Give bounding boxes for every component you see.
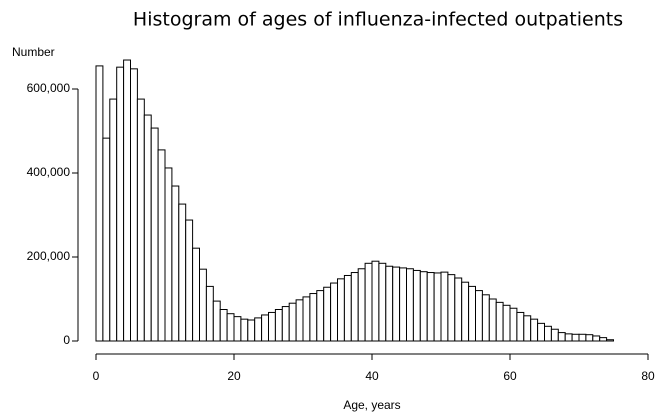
bar bbox=[212, 300, 221, 342]
bar bbox=[171, 185, 180, 342]
y-tick-label: 200,000 bbox=[27, 249, 71, 263]
x-tick-label: 80 bbox=[641, 369, 655, 383]
y-tick-label: 0 bbox=[63, 333, 70, 347]
bar bbox=[371, 260, 380, 342]
bar bbox=[226, 313, 235, 342]
bar bbox=[419, 271, 428, 342]
bar bbox=[399, 267, 408, 342]
bar bbox=[378, 262, 387, 342]
bar bbox=[578, 333, 587, 342]
bar bbox=[109, 98, 118, 342]
x-tick-label: 0 bbox=[93, 369, 100, 383]
bar bbox=[240, 318, 249, 342]
bar bbox=[247, 319, 256, 342]
bar bbox=[205, 285, 214, 342]
bar bbox=[495, 301, 504, 342]
bar bbox=[406, 268, 414, 342]
bar bbox=[550, 328, 559, 342]
bar bbox=[316, 290, 325, 342]
bar bbox=[136, 98, 145, 342]
bar bbox=[537, 322, 545, 342]
bar bbox=[178, 203, 187, 342]
bar bbox=[281, 306, 290, 342]
bar bbox=[254, 317, 263, 342]
bar bbox=[102, 137, 111, 342]
bar bbox=[585, 334, 594, 342]
bar bbox=[502, 304, 511, 342]
bar bbox=[447, 274, 456, 342]
bar bbox=[185, 219, 194, 342]
bar bbox=[475, 290, 483, 342]
x-axis-label: Age, years bbox=[343, 398, 400, 412]
bar bbox=[364, 262, 373, 342]
bar bbox=[426, 272, 435, 342]
bar bbox=[288, 302, 297, 342]
bar bbox=[385, 265, 394, 342]
bar bbox=[557, 332, 566, 342]
bar bbox=[461, 281, 470, 342]
bar bbox=[481, 294, 490, 342]
bar bbox=[544, 325, 552, 342]
x-tick-label: 60 bbox=[503, 369, 517, 383]
bar bbox=[412, 269, 421, 342]
bar bbox=[571, 333, 580, 342]
y-tick-label: 400,000 bbox=[27, 165, 71, 179]
bar bbox=[150, 127, 159, 342]
bar bbox=[350, 272, 359, 342]
bar bbox=[302, 296, 311, 342]
bar bbox=[468, 285, 477, 342]
chart-title: Histogram of ages of influenza-infected … bbox=[133, 9, 623, 31]
bar bbox=[143, 114, 152, 342]
bar bbox=[116, 66, 125, 342]
bar bbox=[268, 311, 276, 342]
bar bbox=[219, 309, 228, 342]
bar bbox=[95, 65, 104, 342]
bar bbox=[199, 268, 207, 342]
bar bbox=[330, 282, 339, 342]
bar bbox=[309, 293, 318, 342]
bar bbox=[433, 272, 442, 342]
bar bbox=[123, 59, 131, 342]
bar bbox=[295, 299, 304, 342]
bar bbox=[164, 167, 173, 342]
bar bbox=[606, 339, 614, 342]
bar bbox=[509, 307, 518, 342]
bar bbox=[564, 333, 573, 342]
bar bbox=[530, 318, 539, 342]
bar bbox=[392, 266, 401, 342]
bar bbox=[233, 316, 242, 342]
bar bbox=[192, 247, 201, 342]
x-tick-label: 20 bbox=[227, 369, 241, 383]
bar bbox=[454, 277, 463, 342]
bar bbox=[516, 311, 525, 342]
y-axis-label: Number bbox=[12, 45, 55, 59]
bar bbox=[323, 286, 332, 342]
bar bbox=[599, 337, 608, 342]
bar bbox=[130, 68, 138, 342]
bar bbox=[337, 278, 345, 342]
bar bbox=[274, 309, 283, 342]
bar bbox=[261, 314, 270, 342]
bar bbox=[357, 268, 366, 342]
bar bbox=[488, 298, 497, 342]
bar bbox=[592, 335, 601, 342]
bar bbox=[523, 315, 532, 342]
bar bbox=[343, 274, 352, 342]
y-tick-label: 600,000 bbox=[27, 81, 71, 95]
bar bbox=[157, 149, 166, 342]
x-tick-label: 40 bbox=[365, 369, 379, 383]
bar bbox=[440, 271, 449, 342]
